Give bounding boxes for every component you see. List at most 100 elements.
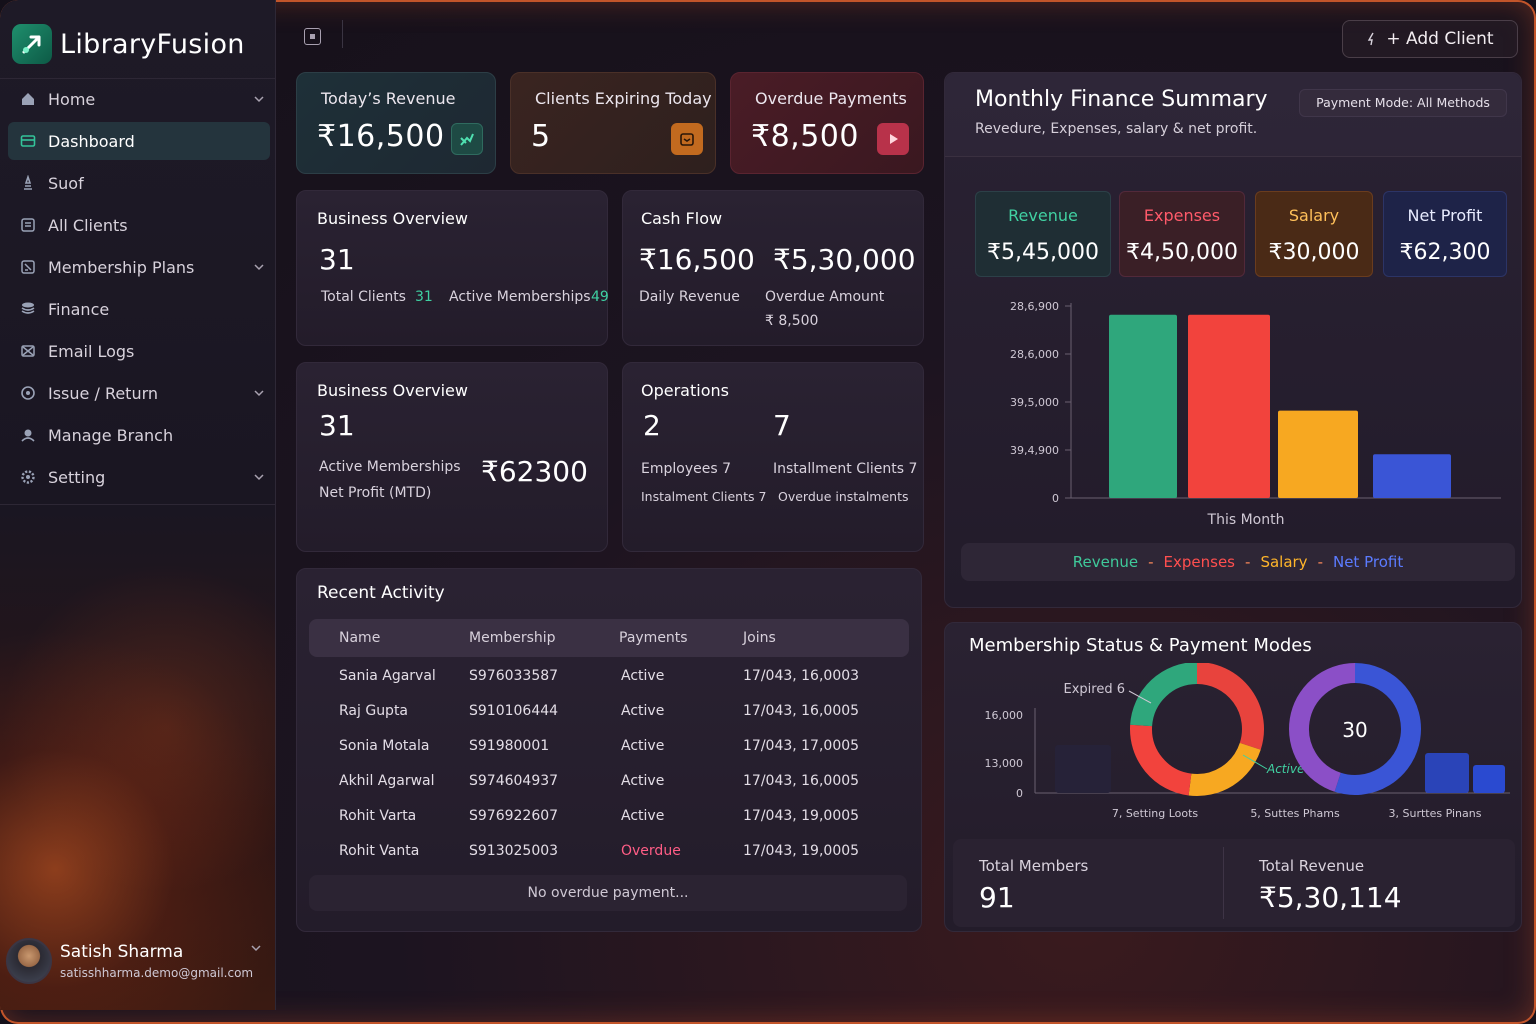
pill-label: Revenue — [1008, 206, 1078, 225]
alert-icon — [877, 123, 909, 155]
sidebar-item-label: Email Logs — [48, 341, 135, 361]
overdue-amount-label: Overdue Amount — [765, 289, 885, 305]
brand[interactable]: LibraryFusion — [12, 24, 245, 64]
overdue-payments-card[interactable]: Overdue Payments ₹8,500 — [730, 72, 924, 174]
sidebar-item-label: All Clients — [48, 215, 128, 235]
todays-revenue-card[interactable]: Today’s Revenue ₹16,500 — [296, 72, 496, 174]
table-row[interactable]: Akhil Agarwal S974604937 Active 17/043, 16,… — [309, 764, 909, 799]
empty-state: No overdue payment... — [309, 875, 907, 911]
employees-count: 2 — [643, 409, 661, 442]
net-profit-value: ₹62300 — [481, 455, 588, 488]
card-title: Business Overview — [317, 209, 468, 228]
card-title: Recent Activity — [317, 583, 445, 603]
column-header[interactable]: Name — [339, 630, 381, 646]
table-row[interactable]: Raj Gupta S910106444 Active 17/043, 16,0005 — [309, 694, 909, 729]
table-cell: Rohit Vanta — [339, 843, 420, 859]
branch-icon — [20, 427, 36, 443]
table-cell: S976922607 — [469, 808, 559, 824]
user-email: satisshharma.demo@gmail.com — [60, 966, 254, 980]
donut-slice — [1130, 724, 1192, 796]
cash-flow-card: Cash Flow ₹16,500 ₹5,30,000 Daily Revenu… — [622, 190, 924, 346]
divider — [1223, 847, 1224, 919]
active-label: Active — [1266, 762, 1304, 776]
sidebar-item-membership-plans[interactable]: Membership Plans — [8, 248, 270, 286]
gear-icon — [20, 469, 36, 485]
table-cell: Akhil Agarwal — [339, 773, 435, 789]
sidebar-item-home[interactable]: Home — [8, 80, 270, 118]
stat-label: Clients Expiring Today — [535, 89, 712, 108]
legend-item[interactable]: Revenue — [1072, 553, 1139, 571]
legend-item[interactable]: Salary — [1260, 553, 1308, 571]
donut-slice — [1334, 663, 1421, 795]
sidebar-item-issue-return[interactable]: Issue / Return — [8, 374, 270, 412]
clients-icon — [20, 217, 36, 233]
table-row[interactable]: Rohit Vanta S913025003 Overdue 17/043, 19,0… — [309, 834, 909, 869]
legend-item[interactable]: Expenses — [1163, 553, 1236, 571]
dashboard-icon — [20, 133, 36, 149]
payment-mode-select[interactable]: Payment Mode: All Methods — [1299, 89, 1507, 117]
table-cell: Active — [621, 773, 665, 789]
column-header[interactable]: Joins — [743, 630, 776, 646]
chevron-down-icon[interactable] — [252, 470, 266, 484]
total-members-value: 91 — [979, 881, 1015, 914]
sidebar-item-label: Manage Branch — [48, 425, 174, 445]
sidebar-item-manage-branch[interactable]: Manage Branch — [8, 416, 270, 454]
sidebar-item-dashboard[interactable]: Dashboard — [8, 122, 270, 160]
user-profile[interactable]: Satish Sharma satisshharma.demo@gmail.co… — [6, 934, 270, 988]
table-row[interactable]: Sonia Motala S91980001 Active 17/043, 17,00… — [309, 729, 909, 764]
donut-slice — [1188, 742, 1261, 796]
table-cell: S910106444 — [469, 703, 559, 719]
chevron-down-icon[interactable] — [250, 942, 262, 954]
totals-panel: Total Members 91 Total Revenue ₹5,30,114 — [953, 839, 1515, 927]
finance-pill-net-profit[interactable]: Net Profit ₹62,300 — [1383, 191, 1507, 277]
add-client-label: + Add Client — [1386, 29, 1494, 49]
chevron-down-icon[interactable] — [252, 92, 266, 106]
avatar[interactable] — [6, 938, 52, 984]
table-row[interactable]: Sania Agarval S976033587 Active 17/043, 16,… — [309, 659, 909, 694]
card-title: Membership Status & Payment Modes — [969, 635, 1312, 656]
table-row[interactable]: Rohit Varta S976922607 Active 17/043, 19,00… — [309, 799, 909, 834]
finance-pill-salary[interactable]: Salary ₹30,000 — [1255, 191, 1373, 277]
sidebar-item-label: Issue / Return — [48, 383, 159, 403]
legend-item[interactable]: Net Profit — [1332, 553, 1404, 571]
leader-line — [1128, 690, 1152, 704]
clients-expiring-card[interactable]: Clients Expiring Today 5 — [510, 72, 716, 174]
card-title: Cash Flow — [641, 209, 723, 228]
finance-pill-expenses[interactable]: Expenses ₹4,50,000 — [1119, 191, 1245, 277]
column-header[interactable]: Membership — [469, 630, 556, 646]
sidebar-item-email-logs[interactable]: Email Logs — [8, 332, 270, 370]
sidebar-item-all-clients[interactable]: All Clients — [8, 206, 270, 244]
donut-slice — [1196, 663, 1264, 750]
table-cell: Active — [621, 668, 665, 684]
sidebar-item-finance[interactable]: Finance — [8, 290, 270, 328]
x-axis-label: This Month — [1207, 512, 1285, 528]
finance-pill-revenue[interactable]: Revenue ₹5,45,000 — [975, 191, 1111, 277]
donut-slice — [1130, 663, 1198, 727]
y-tick-label: 28,6,900 — [1010, 300, 1059, 313]
brand-name: LibraryFusion — [60, 28, 245, 60]
divider — [0, 78, 276, 79]
x-tick-label: 7, Setting Loots — [1112, 807, 1199, 820]
chevron-down-icon[interactable] — [252, 260, 266, 274]
finance-icon — [20, 301, 36, 317]
bar — [1055, 745, 1111, 793]
table-cell: Active — [621, 808, 665, 824]
chevron-down-icon[interactable] — [252, 386, 266, 400]
sidebar-item-setting[interactable]: Setting — [8, 458, 270, 496]
table-cell: Sania Agarval — [339, 668, 436, 684]
sidebar-item-suof[interactable]: Suof — [8, 164, 270, 202]
ember-background — [0, 540, 276, 1010]
stat-label: Today’s Revenue — [321, 89, 456, 108]
add-client-button[interactable]: + Add Client — [1342, 20, 1518, 58]
sidebar-toggle-button[interactable] — [304, 28, 321, 45]
home-icon — [20, 91, 36, 107]
pill-value: ₹5,45,000 — [987, 240, 1099, 265]
column-header[interactable]: Payments — [619, 630, 688, 646]
total-revenue-value: ₹5,30,114 — [1259, 881, 1402, 914]
x-tick-label: 3, Surttes Pinans — [1389, 807, 1482, 820]
table-cell: S91980001 — [469, 738, 550, 754]
card-subtitle: Revedure, Expenses, salary & net profit. — [975, 121, 1258, 137]
y-tick-label: 13,000 — [985, 757, 1024, 770]
active-memberships-label: Active Memberships — [319, 459, 461, 475]
stack-icon — [20, 175, 36, 191]
